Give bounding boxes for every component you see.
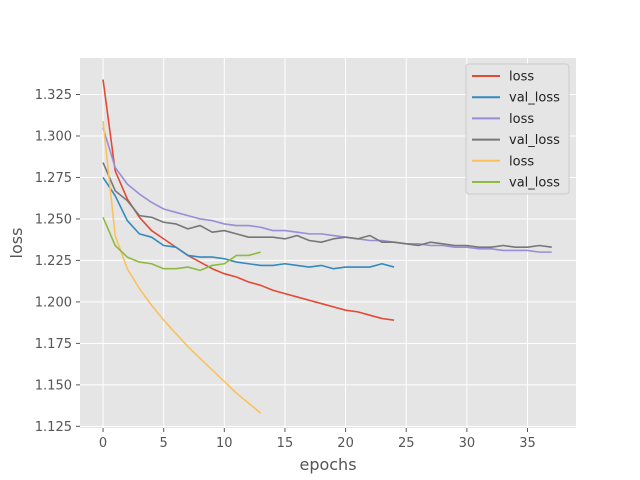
x-tick-label: 35 (519, 436, 536, 451)
x-tick-label: 20 (337, 436, 354, 451)
x-tick-label: 25 (398, 436, 415, 451)
y-tick-label: 1.175 (35, 337, 72, 352)
legend-label: loss (509, 70, 534, 85)
y-tick-label: 1.150 (35, 378, 72, 393)
legend-label: loss (509, 112, 534, 127)
y-tick-label: 1.225 (35, 254, 72, 269)
x-tick-label: 30 (459, 436, 476, 451)
x-tick-label: 0 (99, 436, 107, 451)
series-line-1 (102, 79, 395, 321)
y-tick-label: 1.200 (35, 295, 72, 310)
x-tick-label: 15 (277, 436, 294, 451)
legend-label: val_loss (509, 133, 560, 148)
series-line-5 (102, 120, 262, 414)
y-tick-label: 1.325 (35, 88, 72, 103)
x-axis-ticks: 0 5 10 15 20 25 30 35 (99, 428, 536, 451)
y-tick-label: 1.125 (35, 420, 72, 435)
legend-label: val_loss (509, 176, 560, 191)
legend-label: val_loss (509, 91, 560, 106)
series-lines (102, 79, 552, 414)
series-line-3 (102, 127, 552, 253)
y-axis-label: loss (7, 228, 26, 259)
series-line-4 (102, 162, 552, 248)
series-line-2 (102, 177, 395, 270)
y-axis-ticks: 1.125 1.150 1.175 1.200 1.225 1.250 1.275 1.300… (35, 88, 80, 435)
y-tick-label: 1.300 (35, 129, 72, 144)
x-axis-label: epochs (299, 455, 356, 474)
series-line-6 (102, 216, 261, 272)
x-tick-label: 10 (216, 436, 233, 451)
y-tick-label: 1.250 (35, 212, 72, 227)
x-tick-label: 5 (160, 436, 168, 451)
y-tick-label: 1.275 (35, 171, 72, 186)
legend-label: loss (509, 154, 534, 169)
